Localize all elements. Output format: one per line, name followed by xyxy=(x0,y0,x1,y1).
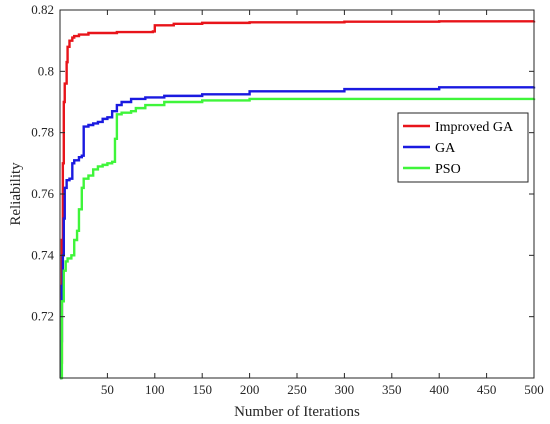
x-axis-title: Number of Iterations xyxy=(234,404,360,420)
axis-ticks: 50 100 150 200 250 300 350 400 450 500 0.72 0.74 0.7… xyxy=(31,2,544,397)
legend-label-improved-ga: Improved GA xyxy=(435,120,514,135)
legend: Improved GA GA PSO xyxy=(397,112,529,183)
y-tick-label: 0.72 xyxy=(31,309,54,324)
x-tick-label: 100 xyxy=(145,382,165,397)
y-tick-label: 0.8 xyxy=(38,63,54,78)
legend-label-ga: GA xyxy=(435,141,456,156)
series-line-improved-ga xyxy=(59,20,536,380)
x-tick-label: 500 xyxy=(524,382,544,397)
x-tick-label: 50 xyxy=(101,382,114,397)
x-tick-label: 250 xyxy=(287,382,307,397)
series-line-ga xyxy=(59,86,536,380)
y-axis-title: Reliability xyxy=(8,162,24,226)
y-tick-label: 0.76 xyxy=(31,186,54,201)
x-tick-label: 200 xyxy=(240,382,260,397)
x-tick-label: 300 xyxy=(335,382,355,397)
y-tick-label: 0.78 xyxy=(31,125,54,140)
y-tick-label: 0.74 xyxy=(31,247,54,262)
x-tick-label: 350 xyxy=(382,382,402,397)
legend-label-pso: PSO xyxy=(435,162,461,177)
y-tick-label: 0.82 xyxy=(31,2,54,17)
x-tick-label: 450 xyxy=(477,382,497,397)
x-tick-label: 400 xyxy=(429,382,449,397)
plot-area-frame xyxy=(59,9,535,379)
series-lines xyxy=(59,20,536,380)
x-tick-label: 150 xyxy=(192,382,212,397)
series-line-pso xyxy=(60,97,536,380)
